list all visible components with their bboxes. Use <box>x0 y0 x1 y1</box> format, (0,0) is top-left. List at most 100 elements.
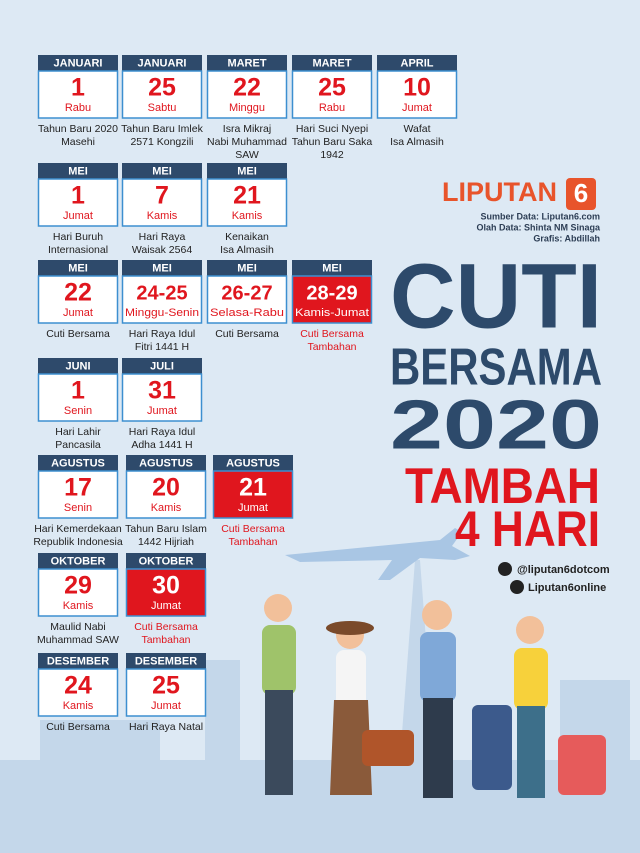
card-header <box>38 358 118 374</box>
card-body <box>291 70 373 119</box>
card-note: Isa Almasih <box>220 244 274 256</box>
card-day: 7 <box>155 182 169 210</box>
card-header <box>122 55 202 71</box>
facebook-handle: Liputan6online <box>528 582 606 594</box>
card-body <box>291 275 373 324</box>
card-weekday: Senin <box>64 405 92 417</box>
card-note: Tahun Baru Imlek <box>121 123 203 135</box>
card-note: Tambahan <box>228 536 277 548</box>
card-note: Tahun Baru 2020 <box>38 123 118 135</box>
travellers <box>262 594 606 798</box>
card-day: 21 <box>233 182 261 210</box>
card-note: Hari Buruh <box>53 231 103 243</box>
card-weekday: Jumat <box>147 405 177 417</box>
card-note: Isa Almasih <box>390 136 444 148</box>
card-body <box>121 178 203 227</box>
card-weekday: Jumat <box>63 210 93 222</box>
card-header <box>122 163 202 179</box>
subtitle-line: TAMBAH <box>405 458 600 514</box>
card-note: Cuti Bersama <box>46 721 110 733</box>
card-header <box>122 358 202 374</box>
card-day: 28-29 <box>306 282 357 304</box>
card-day: 30 <box>152 572 180 600</box>
card-note: Kenaikan <box>225 231 269 243</box>
card-body <box>37 70 119 119</box>
card-note: Cuti Bersama <box>221 523 285 535</box>
card-day: 1 <box>71 182 85 210</box>
card-note: Tambahan <box>141 634 190 646</box>
card-day: 22 <box>64 279 92 307</box>
card-note: Hari Raya Idul <box>129 426 196 438</box>
airplane <box>285 528 470 580</box>
card-month: OKTOBER <box>139 555 194 567</box>
card-note: Pancasila <box>55 439 101 451</box>
card-note: Hari Raya Idul <box>129 328 196 340</box>
card-header <box>207 260 287 276</box>
card-note: Wafat <box>403 123 430 135</box>
card-month: JANUARI <box>54 57 103 69</box>
card-weekday: Jumat <box>238 502 268 514</box>
card-body <box>37 568 119 617</box>
card-day: 10 <box>403 74 431 102</box>
card-header <box>207 163 287 179</box>
card-month: AGUSTUS <box>226 457 280 469</box>
card-note: Nabi Muhammad <box>207 136 287 148</box>
card-month: JUNI <box>65 360 90 372</box>
brand-name: LIPUTAN <box>442 177 557 207</box>
title-line: 2020 <box>390 385 602 463</box>
card-body <box>37 178 119 227</box>
card-note: 2571 Kongzili <box>130 136 193 148</box>
card-note: Republik Indonesia <box>33 536 122 548</box>
card-month: DESEMBER <box>47 655 109 667</box>
card-month: JULI <box>150 360 174 372</box>
card-header <box>292 55 372 71</box>
card-header <box>38 260 118 276</box>
card-note: SAW <box>235 149 259 161</box>
card-note: Hari Kemerdekaan <box>34 523 122 535</box>
card-weekday: Minggu <box>229 102 265 114</box>
card-note: Muhammad SAW <box>37 634 119 646</box>
card-body <box>37 275 119 324</box>
title-line: BERSAMA <box>390 339 602 397</box>
card-note: Hari Suci Nyepi <box>296 123 368 135</box>
card-month: JANUARI <box>138 57 187 69</box>
card-header <box>38 55 118 71</box>
card-note: Tahun Baru Saka <box>292 136 373 148</box>
card-month: MEI <box>68 165 88 177</box>
card-note: Masehi <box>61 136 95 148</box>
card-weekday: Jumat <box>151 600 181 612</box>
card-note: Fitri 1441 H <box>135 341 189 353</box>
card-header <box>122 260 202 276</box>
card-body <box>121 70 203 119</box>
card-day: 25 <box>318 74 346 102</box>
card-month: AGUSTUS <box>51 457 105 469</box>
card-month: MEI <box>237 165 257 177</box>
card-weekday: Jumat <box>151 700 181 712</box>
card-header <box>38 553 118 569</box>
subtitle-line: 4 HARI <box>455 501 600 557</box>
card-body <box>206 275 288 324</box>
credit-line: Grafis: Abdillah <box>533 233 600 243</box>
card-month: MEI <box>152 262 172 274</box>
credit-line: Sumber Data: Liputan6.com <box>480 211 600 221</box>
card-header <box>207 55 287 71</box>
card-body <box>37 373 119 422</box>
card-weekday: Sabtu <box>148 102 177 114</box>
card-body <box>121 373 203 422</box>
card-weekday: Selasa-Rabu <box>210 307 284 319</box>
card-month: MEI <box>152 165 172 177</box>
card-weekday: Jumat <box>402 102 432 114</box>
brand-badge <box>566 178 596 210</box>
card-day: 20 <box>152 474 180 502</box>
card-body <box>125 568 207 617</box>
card-day: 24-25 <box>136 282 187 304</box>
card-note: Hari Raya <box>139 231 186 243</box>
card-body <box>125 470 207 519</box>
card-month: MARET <box>312 57 351 69</box>
card-header <box>38 163 118 179</box>
card-body <box>206 178 288 227</box>
card-day: 25 <box>148 74 176 102</box>
